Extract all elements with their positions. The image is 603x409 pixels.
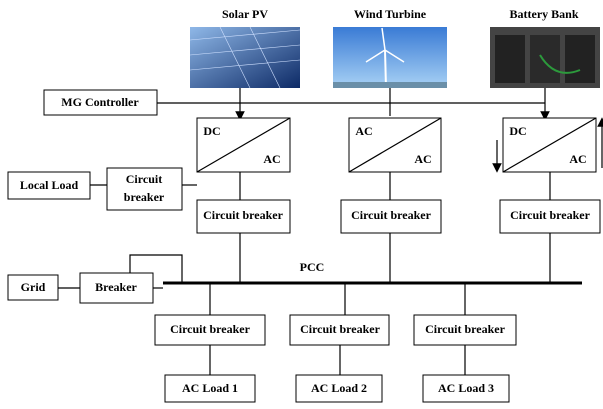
breaker-label: Circuit breaker [203,208,284,222]
source-title: Solar PV [222,7,268,21]
breaker-label: Circuit breaker [300,322,381,336]
load-label: AC Load 2 [311,381,367,395]
load-label: AC Load 3 [438,381,494,395]
converter-output: AC [569,152,586,166]
pcc-label: PCC [300,260,325,274]
grid-label: Grid [21,280,46,294]
converter: DC AC [503,118,596,172]
controller-label: MG Controller [61,95,139,109]
battery-image [490,27,600,88]
breaker-label: Circuit breaker [510,208,591,222]
diagram: Solar PV Wind Turbine Battery Bank MG Co… [0,0,603,409]
converter-input: AC [355,124,372,138]
source-title: Battery Bank [510,7,579,21]
breaker-label: Breaker [95,280,137,294]
breaker-label: Circuit breaker [170,322,251,336]
solar-image [190,27,300,88]
converter: DC AC [197,118,290,172]
converter-output: AC [263,152,280,166]
converter: AC AC [349,118,441,172]
wind-image [333,27,447,88]
breaker-label: Circuit breaker [351,208,432,222]
load-label: AC Load 1 [182,381,238,395]
breaker-label: breaker [124,190,165,204]
converter-input: DC [203,124,220,138]
breaker-label: Circuit breaker [425,322,506,336]
source-title: Wind Turbine [354,7,427,21]
local-load-label: Local Load [20,178,79,192]
breaker-label: Circuit [126,172,162,186]
converter-output: AC [414,152,431,166]
converter-input: DC [509,124,526,138]
